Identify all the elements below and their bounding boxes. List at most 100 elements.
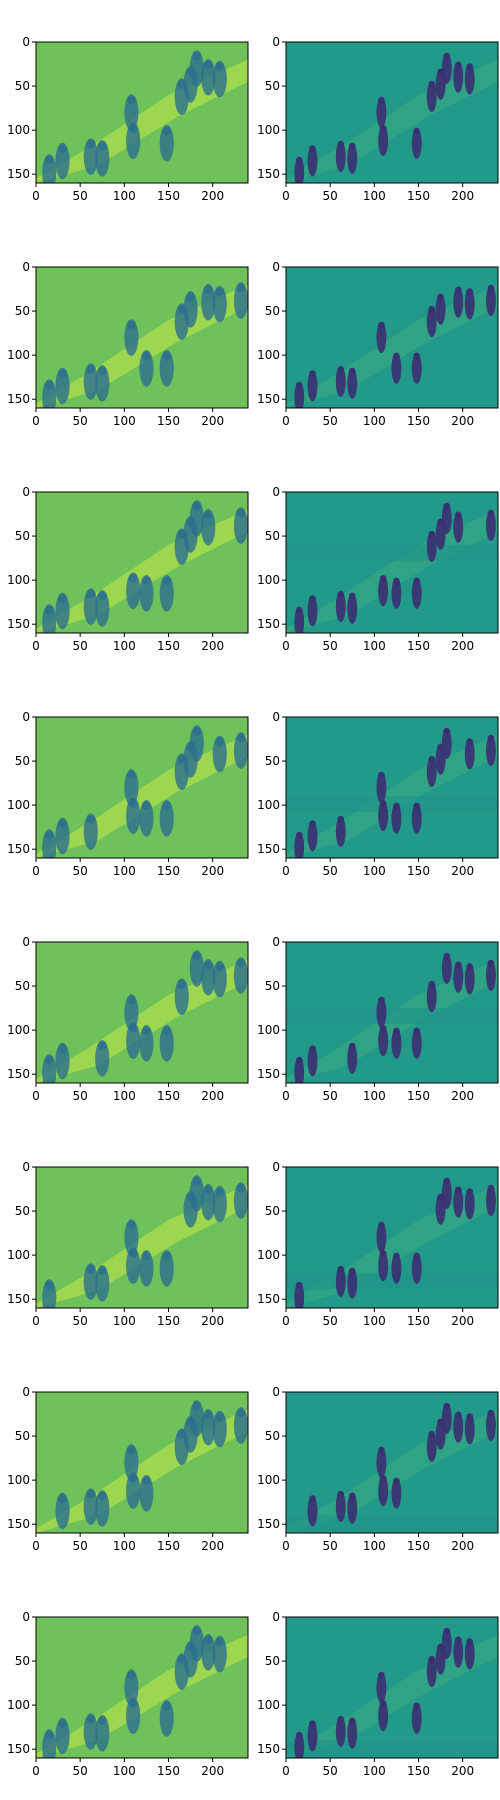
panel-frame bbox=[35, 941, 249, 1084]
y-tick-label: 50 bbox=[15, 1204, 30, 1218]
panel-image bbox=[286, 1167, 498, 1308]
y-tick-label: 50 bbox=[15, 529, 30, 543]
y-tick-label: 150 bbox=[257, 1742, 280, 1756]
panel-frame bbox=[35, 1616, 249, 1759]
x-tick-label: 200 bbox=[201, 864, 224, 878]
y-tick-label: 0 bbox=[22, 1160, 30, 1174]
y-tick-label: 50 bbox=[15, 79, 30, 93]
x-tick-label: 50 bbox=[73, 189, 88, 203]
y-tick-label: 50 bbox=[15, 979, 30, 993]
x-tick-label: 0 bbox=[32, 1089, 40, 1103]
x-tick-label: 200 bbox=[451, 414, 474, 428]
x-tick-label: 200 bbox=[201, 414, 224, 428]
y-tick-label: 150 bbox=[7, 1517, 30, 1531]
y-tick-label: 150 bbox=[257, 167, 280, 181]
x-tick-label: 0 bbox=[282, 639, 290, 653]
y-tick-label: 150 bbox=[7, 392, 30, 406]
y-tick-label: 100 bbox=[7, 1023, 30, 1037]
y-tick-label: 50 bbox=[265, 304, 280, 318]
y-tick-label: 0 bbox=[272, 1385, 280, 1399]
y-tick-label: 100 bbox=[7, 123, 30, 137]
y-tick-label: 150 bbox=[7, 1067, 30, 1081]
panel-residual-3: 0 50 100 150 200 0 50 100 150 bbox=[257, 485, 499, 653]
x-tick-label: 150 bbox=[407, 1764, 430, 1778]
panel-image bbox=[36, 267, 248, 408]
panel-residual-5: 0 50 100 150 200 0 50 100 150 bbox=[257, 935, 499, 1103]
x-tick-label: 200 bbox=[201, 639, 224, 653]
y-tick-label: 100 bbox=[257, 1248, 280, 1262]
x-tick-label: 0 bbox=[282, 189, 290, 203]
y-tick-label: 100 bbox=[257, 1023, 280, 1037]
x-tick-label: 0 bbox=[282, 1314, 290, 1328]
y-tick-label: 0 bbox=[22, 1610, 30, 1624]
y-tick-label: 50 bbox=[265, 754, 280, 768]
x-tick-label: 150 bbox=[157, 189, 180, 203]
x-tick-label: 100 bbox=[113, 1314, 136, 1328]
panel-image bbox=[36, 717, 248, 858]
y-tick-label: 50 bbox=[15, 1429, 30, 1443]
x-tick-label: 150 bbox=[407, 189, 430, 203]
x-tick-label: 0 bbox=[32, 1314, 40, 1328]
panel-residual-6: 0 50 100 150 200 0 50 100 150 bbox=[257, 1160, 499, 1328]
x-tick-label: 0 bbox=[282, 1089, 290, 1103]
panel-frame bbox=[35, 41, 249, 184]
x-tick-label: 200 bbox=[201, 1764, 224, 1778]
panel-image bbox=[36, 1617, 248, 1758]
x-tick-label: 200 bbox=[451, 1089, 474, 1103]
x-tick-label: 200 bbox=[451, 1539, 474, 1553]
panel-image bbox=[36, 42, 248, 183]
panel-frame bbox=[285, 41, 499, 184]
panel-image bbox=[286, 42, 498, 183]
x-tick-label: 50 bbox=[73, 1314, 88, 1328]
x-tick-label: 100 bbox=[363, 1314, 386, 1328]
panel-image bbox=[36, 492, 248, 633]
panel-image bbox=[36, 942, 248, 1083]
panel-frame bbox=[285, 1616, 499, 1759]
x-tick-label: 100 bbox=[113, 1539, 136, 1553]
x-tick-label: 0 bbox=[32, 189, 40, 203]
y-tick-label: 0 bbox=[272, 1610, 280, 1624]
y-tick-label: 50 bbox=[15, 754, 30, 768]
y-tick-label: 50 bbox=[265, 979, 280, 993]
y-tick-label: 0 bbox=[22, 260, 30, 274]
x-tick-label: 150 bbox=[407, 1089, 430, 1103]
y-tick-label: 150 bbox=[257, 842, 280, 856]
y-tick-label: 0 bbox=[22, 485, 30, 499]
x-tick-label: 0 bbox=[282, 414, 290, 428]
x-tick-label: 50 bbox=[73, 1764, 88, 1778]
x-tick-label: 100 bbox=[113, 1089, 136, 1103]
x-tick-label: 50 bbox=[323, 189, 338, 203]
y-tick-label: 0 bbox=[22, 35, 30, 49]
y-tick-label: 0 bbox=[272, 710, 280, 724]
x-tick-label: 50 bbox=[73, 1089, 88, 1103]
y-tick-label: 0 bbox=[22, 935, 30, 949]
panel-frame bbox=[285, 266, 499, 409]
panel-residual-4: 0 50 100 150 200 0 50 100 150 bbox=[257, 710, 499, 878]
x-tick-label: 100 bbox=[363, 639, 386, 653]
x-tick-label: 0 bbox=[282, 1539, 290, 1553]
y-tick-label: 100 bbox=[7, 1698, 30, 1712]
panel-image bbox=[286, 717, 498, 858]
x-tick-label: 50 bbox=[323, 639, 338, 653]
x-tick-label: 200 bbox=[451, 1764, 474, 1778]
x-tick-label: 0 bbox=[282, 864, 290, 878]
y-tick-label: 100 bbox=[7, 798, 30, 812]
y-tick-label: 150 bbox=[7, 1292, 30, 1306]
x-tick-label: 50 bbox=[73, 864, 88, 878]
y-tick-label: 50 bbox=[265, 1429, 280, 1443]
x-tick-label: 0 bbox=[282, 1764, 290, 1778]
y-tick-label: 150 bbox=[257, 1292, 280, 1306]
x-tick-label: 0 bbox=[32, 414, 40, 428]
x-tick-label: 200 bbox=[201, 1539, 224, 1553]
x-tick-label: 150 bbox=[157, 414, 180, 428]
y-tick-label: 0 bbox=[272, 485, 280, 499]
y-tick-label: 0 bbox=[272, 935, 280, 949]
panel-reconstruction-3: 0 50 100 150 200 0 50 100 150 bbox=[7, 485, 249, 653]
panel-frame bbox=[35, 1166, 249, 1309]
x-tick-label: 50 bbox=[323, 1314, 338, 1328]
x-tick-label: 100 bbox=[363, 1089, 386, 1103]
x-tick-label: 0 bbox=[32, 864, 40, 878]
x-tick-label: 150 bbox=[407, 864, 430, 878]
x-tick-label: 150 bbox=[157, 639, 180, 653]
y-tick-label: 100 bbox=[7, 1473, 30, 1487]
